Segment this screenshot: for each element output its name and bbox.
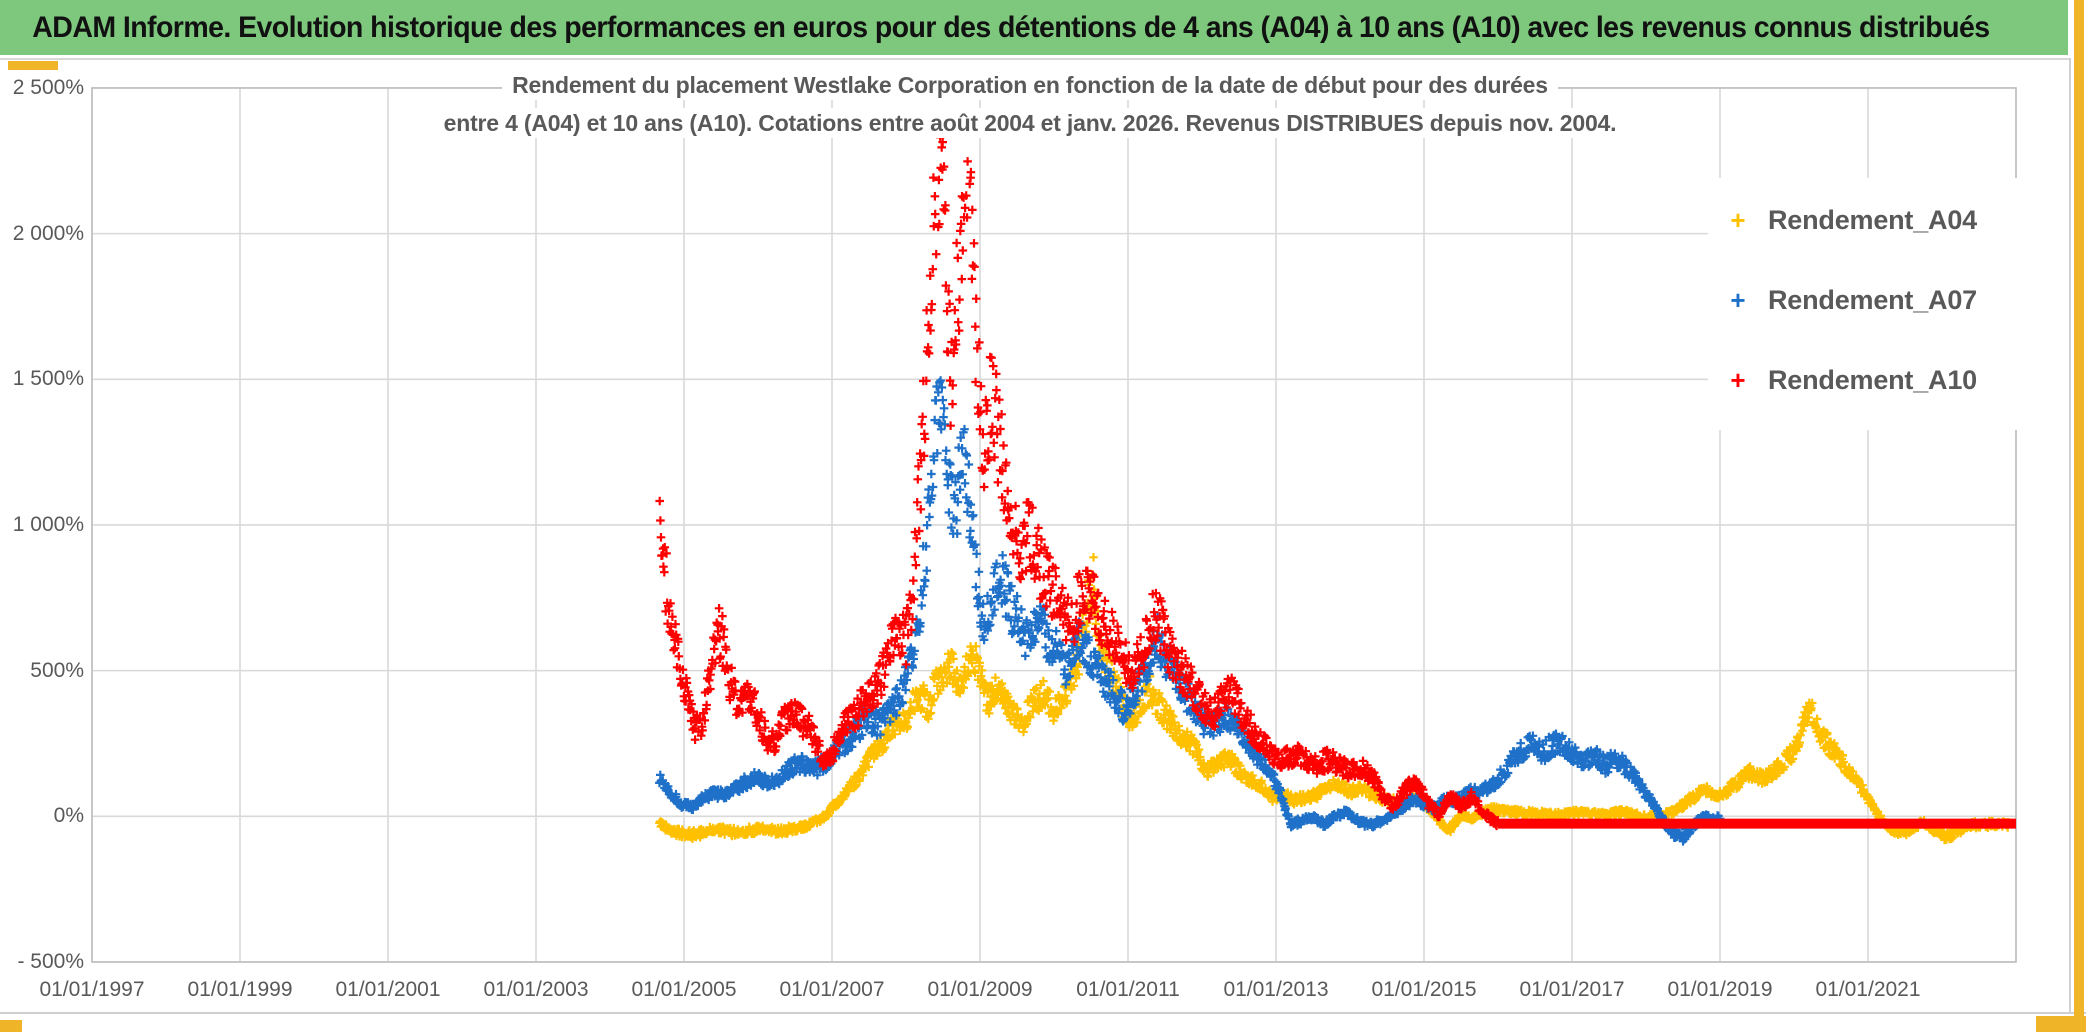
legend-label: Rendement_A07: [1768, 284, 1977, 315]
divider: [0, 58, 2070, 60]
banner: ADAM Informe. Evolution historique des p…: [0, 0, 2068, 55]
gold-accent: [2036, 1016, 2086, 1032]
divider: [2069, 58, 2071, 1014]
x-axis-tick: 01/01/2013: [1223, 978, 1329, 1001]
x-axis-tick: 01/01/2005: [631, 978, 737, 1001]
y-axis-tick: 1 000%: [12, 512, 84, 536]
x-axis-tick: 01/01/2007: [779, 978, 885, 1001]
legend-label: Rendement_A10: [1768, 364, 1977, 395]
gold-accent: [8, 61, 58, 70]
legend: + Rendement_A04 + Rendement_A07 + Rendement_A…: [1708, 178, 2054, 430]
x-axis-tick: 01/01/2019: [1667, 978, 1773, 1001]
chart-title-line2: entre 4 (A04) et 10 ans (A10). Cotations…: [0, 108, 2060, 138]
y-axis-tick: 2 000%: [12, 221, 84, 245]
divider: [0, 1012, 2086, 1014]
x-axis-tick: 01/01/2001: [335, 978, 441, 1001]
legend-label: Rendement_A04: [1768, 204, 1977, 235]
x-axis-tick: 01/01/2017: [1519, 978, 1625, 1001]
plus-marker-icon: +: [1730, 285, 1746, 315]
gold-accent: [2074, 0, 2084, 1032]
plus-marker-icon: +: [1730, 365, 1746, 395]
banner-title: ADAM Informe. Evolution historique des p…: [32, 10, 1990, 44]
y-axis-tick: 1 500%: [12, 367, 84, 391]
series-rendement_a07-points: [655, 376, 1725, 846]
x-axis-tick: 01/01/1999: [187, 978, 293, 1001]
x-axis-tick: 01/01/2021: [1815, 978, 1921, 1001]
x-axis-tick: 01/01/2011: [1076, 978, 1180, 1001]
x-axis-tick: 01/01/1997: [39, 978, 145, 1001]
x-axis-tick: 01/01/2003: [483, 978, 589, 1001]
x-axis-tick: 01/01/2015: [1371, 978, 1477, 1001]
y-axis-tick: 0%: [53, 804, 84, 828]
plus-marker-icon: +: [1730, 205, 1746, 235]
y-axis-tick: 2 500%: [12, 75, 84, 99]
chart-title-line1: Rendement du placement Westlake Corporat…: [0, 70, 2060, 100]
y-axis-tick: - 500%: [17, 949, 84, 973]
legend-item: + Rendement_A07: [1708, 276, 2054, 324]
legend-item: + Rendement_A10: [1708, 356, 2054, 404]
series-rendement_a10-points: [655, 110, 1503, 831]
gold-accent: [0, 1020, 22, 1032]
legend-item: + Rendement_A04: [1708, 196, 2054, 244]
y-axis-tick: 500%: [30, 658, 84, 682]
x-axis-tick: 01/01/2009: [927, 978, 1033, 1001]
